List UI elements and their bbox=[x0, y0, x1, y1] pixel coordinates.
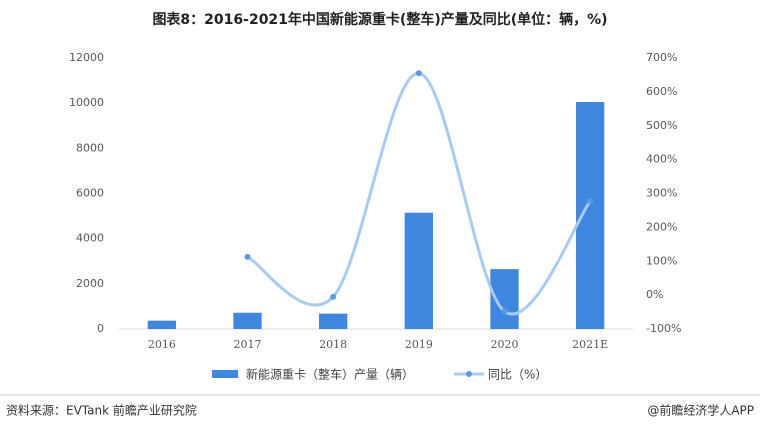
y-tick-label: 0 bbox=[97, 322, 104, 335]
bar bbox=[319, 313, 348, 329]
point bbox=[501, 308, 508, 315]
bar bbox=[233, 312, 262, 329]
y2-tick-label: 600% bbox=[646, 85, 677, 98]
x-tick-label: 2017 bbox=[234, 338, 262, 351]
y2-tick-label: -100% bbox=[646, 322, 681, 335]
y2-tick-label: 400% bbox=[646, 153, 677, 166]
credit: @前瞻经济学人APP bbox=[647, 403, 754, 418]
point bbox=[587, 198, 594, 205]
y-tick-label: 2000 bbox=[76, 277, 104, 290]
legend-label: 同比（%） bbox=[488, 368, 547, 382]
y-tick-label: 10000 bbox=[69, 96, 104, 109]
point bbox=[415, 70, 422, 77]
x-tick-label: 2021E bbox=[572, 338, 608, 351]
legend-swatch bbox=[212, 370, 238, 378]
y-tick-label: 6000 bbox=[76, 187, 104, 200]
x-tick-label: 2020 bbox=[491, 338, 519, 351]
point bbox=[244, 253, 251, 260]
y2-tick-label: 0% bbox=[646, 288, 663, 301]
point bbox=[330, 293, 337, 300]
y-tick-label: 12000 bbox=[69, 51, 104, 64]
y2-tick-label: 700% bbox=[646, 51, 677, 64]
x-tick-label: 2019 bbox=[405, 338, 433, 351]
y2-tick-label: 500% bbox=[646, 119, 677, 132]
legend-swatch bbox=[466, 371, 473, 377]
y2-tick-label: 300% bbox=[646, 187, 677, 200]
bar bbox=[147, 320, 176, 329]
bar bbox=[404, 212, 433, 329]
x-tick-label: 2018 bbox=[319, 338, 347, 351]
chart-title: 图表8：2016-2021年中国新能源重卡(整车)产量及同比(单位：辆，%) bbox=[152, 11, 607, 28]
y2-tick-label: 100% bbox=[646, 254, 677, 267]
y-tick-label: 8000 bbox=[76, 141, 104, 154]
legend-label: 新能源重卡（整车）产量（辆） bbox=[246, 367, 414, 382]
x-tick-label: 2016 bbox=[148, 338, 176, 351]
source: 资料来源：EVTank 前瞻产业研究院 bbox=[6, 403, 197, 418]
y2-tick-label: 200% bbox=[646, 220, 677, 233]
y-tick-label: 4000 bbox=[76, 232, 104, 245]
